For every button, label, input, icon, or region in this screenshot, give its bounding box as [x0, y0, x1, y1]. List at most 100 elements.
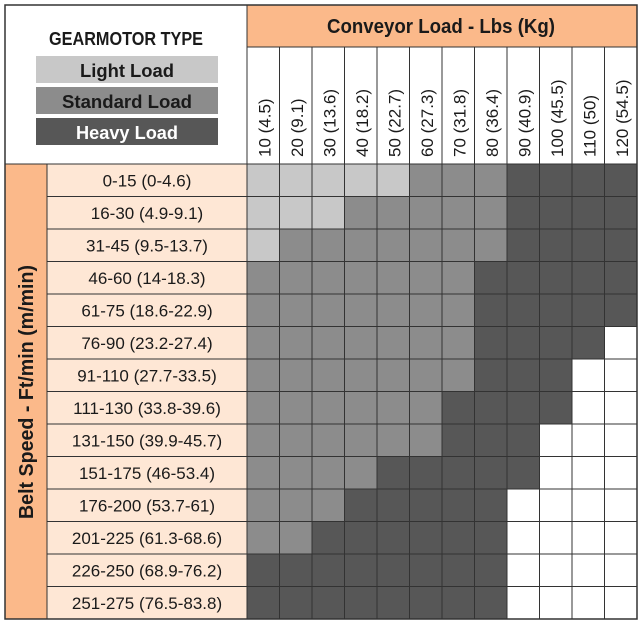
- heatmap-cell: [604, 359, 637, 392]
- heatmap-cell: [344, 391, 377, 424]
- row-label-bg: [47, 326, 247, 359]
- heatmap-cell: [344, 521, 377, 554]
- heatmap-cell: [409, 424, 442, 457]
- heatmap-cell: [507, 294, 540, 327]
- heatmap-cell: [442, 196, 475, 229]
- heatmap-cell: [377, 326, 410, 359]
- heatmap-cell: [539, 554, 572, 587]
- heatmap-cell: [279, 391, 312, 424]
- row-label: 46-60 (14-18.3): [88, 269, 205, 288]
- heatmap-cell: [409, 489, 442, 522]
- heatmap-cell: [279, 521, 312, 554]
- heatmap-cell: [279, 261, 312, 294]
- heatmap-cell: [539, 521, 572, 554]
- column-header-title: Conveyor Load - Lbs (Kg): [327, 16, 555, 38]
- heatmap-cell: [442, 489, 475, 522]
- heatmap-cell: [377, 456, 410, 489]
- heatmap-cell: [604, 229, 637, 262]
- heatmap-cell: [409, 521, 442, 554]
- row-label-bg: [47, 521, 247, 554]
- legend-swatch-heavy: [36, 118, 218, 145]
- heatmap-cell: [572, 229, 605, 262]
- heatmap-cell: [474, 424, 507, 457]
- heatmap-cell: [604, 164, 637, 197]
- heatmap-cell: [377, 261, 410, 294]
- heatmap-cell: [312, 326, 345, 359]
- heatmap-cell: [377, 424, 410, 457]
- heatmap-cells: [247, 164, 637, 619]
- row-label-bg: [47, 196, 247, 229]
- heatmap-cell: [539, 229, 572, 262]
- row-label: 61-75 (18.6-22.9): [81, 301, 212, 320]
- heatmap-cell: [377, 164, 410, 197]
- heatmap-cell: [572, 326, 605, 359]
- heatmap-cell: [312, 229, 345, 262]
- heatmap-cell: [507, 196, 540, 229]
- heatmap-cell: [474, 456, 507, 489]
- heatmap-cell: [312, 196, 345, 229]
- heatmap-cell: [539, 196, 572, 229]
- column-header-bg: [247, 5, 637, 47]
- heatmap-cell: [539, 489, 572, 522]
- heatmap-cell: [279, 456, 312, 489]
- column-label: 100 (45.5): [548, 80, 567, 158]
- row-label-bg: [47, 424, 247, 457]
- heatmap-cell: [377, 359, 410, 392]
- heatmap-cell: [572, 196, 605, 229]
- heatmap-cell: [312, 456, 345, 489]
- row-label-bg: [47, 456, 247, 489]
- heatmap-cell: [604, 196, 637, 229]
- heatmap-cell: [539, 424, 572, 457]
- heatmap-cell: [572, 521, 605, 554]
- column-label: 60 (27.3): [418, 89, 437, 157]
- heatmap-cell: [279, 196, 312, 229]
- heatmap-cell: [442, 391, 475, 424]
- heatmap-cell: [474, 586, 507, 619]
- row-label: 151-175 (46-53.4): [79, 464, 215, 483]
- row-label: 31-45 (9.5-13.7): [86, 236, 208, 255]
- heatmap-cell: [474, 521, 507, 554]
- heatmap-cell: [539, 294, 572, 327]
- heatmap-cell: [474, 164, 507, 197]
- heatmap-cell: [507, 586, 540, 619]
- heatmap-cell: [312, 261, 345, 294]
- heatmap-cell: [247, 391, 280, 424]
- heatmap-cell: [279, 164, 312, 197]
- heatmap-cell: [409, 164, 442, 197]
- heatmap-cell: [247, 489, 280, 522]
- heatmap-cell: [442, 294, 475, 327]
- column-label: 120 (54.5): [613, 80, 632, 158]
- row-label: 16-30 (4.9-9.1): [91, 204, 203, 223]
- heatmap-cell: [474, 554, 507, 587]
- heatmap-cell: [507, 456, 540, 489]
- heatmap-cell: [507, 521, 540, 554]
- heatmap-cell: [604, 554, 637, 587]
- heatmap-cell: [604, 489, 637, 522]
- heatmap-cell: [474, 261, 507, 294]
- heatmap-cell: [539, 164, 572, 197]
- heatmap-cell: [279, 489, 312, 522]
- heatmap-cell: [312, 164, 345, 197]
- heatmap-cell: [409, 196, 442, 229]
- heatmap-cell: [247, 164, 280, 197]
- heatmap-cell: [442, 229, 475, 262]
- heatmap-cell: [312, 359, 345, 392]
- heatmap-cell: [474, 294, 507, 327]
- heatmap-cell: [279, 586, 312, 619]
- heatmap-cell: [572, 456, 605, 489]
- heatmap-cell: [279, 229, 312, 262]
- heatmap-cell: [442, 164, 475, 197]
- grid-lines: [4, 4, 638, 620]
- heatmap-cell: [344, 164, 377, 197]
- row-label-bg: [47, 554, 247, 587]
- row-label: 131-150 (39.9-45.7): [72, 431, 222, 450]
- column-label: 110 (50): [580, 95, 599, 157]
- heatmap-cell: [409, 326, 442, 359]
- heatmap-cell: [247, 554, 280, 587]
- heatmap-cell: [539, 359, 572, 392]
- heatmap-cell: [247, 359, 280, 392]
- heatmap-cell: [474, 326, 507, 359]
- heatmap-cell: [247, 326, 280, 359]
- legend-label-standard: Standard Load: [62, 92, 192, 112]
- row-label-bg: [47, 294, 247, 327]
